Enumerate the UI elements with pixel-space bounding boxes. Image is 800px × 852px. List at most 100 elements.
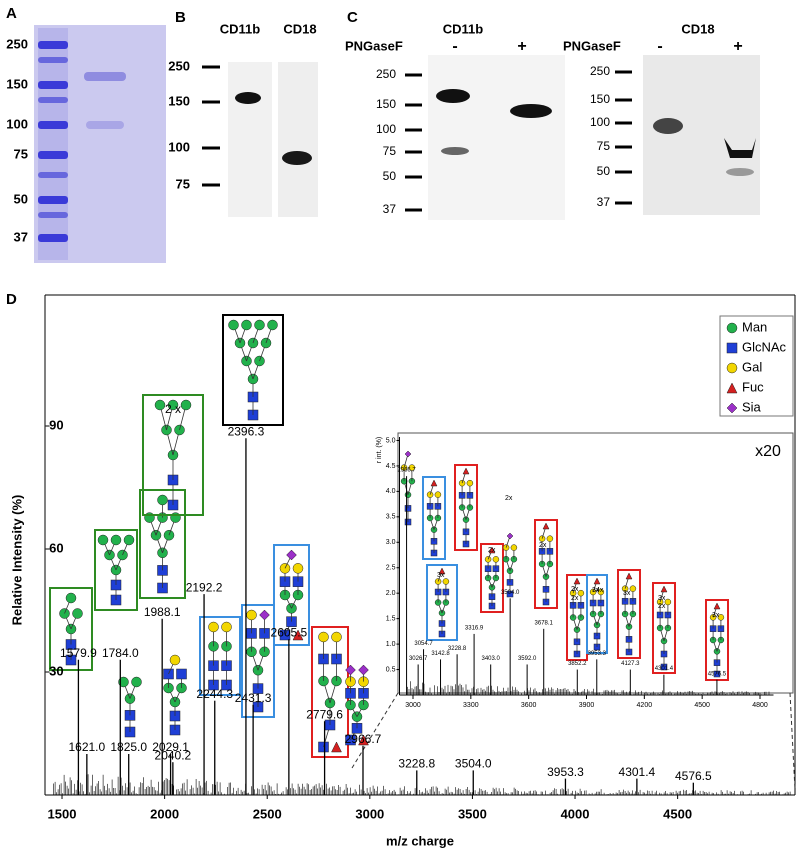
glycan-box bbox=[534, 519, 558, 609]
blot-title: CD11b bbox=[443, 21, 484, 36]
glycan-box bbox=[142, 394, 204, 516]
ladder-label: 250 bbox=[376, 67, 396, 81]
glycan-note: 4x bbox=[596, 587, 604, 594]
x-tick-label: 3500 bbox=[458, 806, 487, 821]
peak-label: 3026.7 bbox=[409, 656, 428, 662]
peak-label: 4576.5 bbox=[708, 671, 727, 677]
ladder-band bbox=[38, 172, 68, 178]
peak-label: 1825.0 bbox=[110, 740, 147, 754]
peak-label: 2244.3 bbox=[196, 687, 233, 701]
peak-label: 3504.0 bbox=[455, 757, 492, 771]
glycan-residue bbox=[625, 572, 633, 580]
peak-label: 3054.7 bbox=[414, 641, 433, 647]
glycan-residue bbox=[331, 741, 342, 753]
ladder-label: 250 bbox=[168, 58, 190, 73]
ladder-band bbox=[38, 121, 68, 129]
ladder-label: 75 bbox=[383, 144, 397, 158]
glycan-residue bbox=[176, 668, 187, 680]
glycan-residue bbox=[430, 479, 438, 487]
glycan-residue bbox=[228, 319, 239, 331]
glycan-box bbox=[241, 604, 275, 718]
glycan-residue bbox=[97, 534, 109, 546]
y-tick-label: 0.5 bbox=[386, 666, 396, 673]
zoom-line bbox=[351, 692, 399, 769]
glycan-residue bbox=[542, 522, 550, 530]
glycan-residue bbox=[259, 609, 270, 621]
peak-label: 3504.0 bbox=[501, 590, 520, 596]
x-tick-label: 4800 bbox=[752, 702, 768, 709]
glycan-residue bbox=[221, 621, 232, 633]
glycan-residue bbox=[713, 602, 721, 610]
glycan-residue bbox=[577, 589, 585, 597]
y-tick-label: 2.5 bbox=[386, 565, 396, 572]
x-tick-label: 3600 bbox=[521, 702, 537, 709]
legend-label: Gal bbox=[742, 359, 762, 374]
ladder-label: 37 bbox=[597, 195, 611, 209]
legend-marker bbox=[726, 342, 738, 354]
x-axis-label: m/z charge bbox=[386, 833, 454, 848]
glycan-residue bbox=[408, 464, 416, 471]
glycan-residue bbox=[267, 319, 278, 331]
glycan-residue bbox=[131, 676, 142, 688]
legend-label: Sia bbox=[742, 399, 762, 414]
peak-label: 3852.2 bbox=[568, 661, 587, 667]
glycan-box bbox=[480, 543, 504, 613]
panel-label: D bbox=[6, 291, 17, 308]
treatment-label: PNGaseF bbox=[563, 38, 621, 53]
glycan-residue bbox=[629, 585, 637, 592]
peak-label: 1988.1 bbox=[144, 605, 181, 619]
glycan-box bbox=[222, 314, 284, 426]
band bbox=[282, 151, 312, 165]
peak-label: 2040.2 bbox=[155, 748, 192, 762]
glycan-box bbox=[49, 587, 93, 671]
lane-sign: + bbox=[733, 38, 742, 55]
glycan-residue bbox=[180, 399, 192, 411]
x-tick-label: 4500 bbox=[694, 702, 710, 709]
ladder-label: 100 bbox=[590, 115, 610, 129]
glycan-residue bbox=[593, 577, 601, 585]
glycan-residue bbox=[597, 588, 605, 596]
glycan-residue bbox=[506, 532, 514, 540]
glycan-residue bbox=[65, 592, 77, 604]
y-tick-label: 3.0 bbox=[386, 539, 396, 546]
glycan-box bbox=[311, 626, 349, 758]
peak-label: 2431.3 bbox=[235, 691, 272, 705]
glycan-box bbox=[422, 476, 446, 560]
inset-note: x20 bbox=[755, 443, 781, 460]
glycan-residue bbox=[118, 676, 129, 688]
glycan-residue bbox=[246, 609, 257, 621]
glycan-residue bbox=[546, 535, 554, 542]
glycan-residue bbox=[72, 608, 83, 619]
band bbox=[86, 121, 124, 129]
glycan-note: 3x bbox=[623, 590, 631, 597]
y-tick-label: 1.5 bbox=[386, 615, 396, 622]
ladder-band bbox=[38, 212, 68, 218]
glycan-note: 3x bbox=[658, 595, 666, 602]
y-tick-label: 30 bbox=[49, 663, 63, 678]
glycan-box bbox=[273, 544, 310, 646]
panel-label: B bbox=[175, 9, 186, 26]
glycan-residue bbox=[492, 556, 500, 563]
lane-sign: - bbox=[657, 38, 662, 55]
ladder-label: 150 bbox=[590, 92, 610, 106]
blot bbox=[428, 55, 565, 220]
ladder-label: 37 bbox=[14, 229, 28, 244]
ladder-label: 100 bbox=[6, 116, 28, 131]
peak-label: 3678.1 bbox=[535, 620, 554, 626]
glycan-residue bbox=[169, 654, 181, 666]
peak-label: 2029.1 bbox=[152, 740, 189, 754]
ladder-label: 100 bbox=[168, 139, 190, 154]
glycan-residue bbox=[157, 494, 168, 506]
glycan-residue bbox=[241, 319, 252, 331]
ladder-label: 150 bbox=[168, 93, 190, 108]
ladder-label: 50 bbox=[14, 191, 28, 206]
ladder-label: 75 bbox=[176, 176, 190, 191]
glycan-residue bbox=[510, 544, 518, 551]
glycan-residue bbox=[167, 399, 179, 411]
peak-label: 2192.2 bbox=[186, 580, 223, 594]
glycan-box bbox=[586, 574, 608, 654]
blot bbox=[228, 62, 272, 217]
baseline-noise bbox=[53, 774, 791, 795]
panel-label: A bbox=[6, 5, 17, 22]
